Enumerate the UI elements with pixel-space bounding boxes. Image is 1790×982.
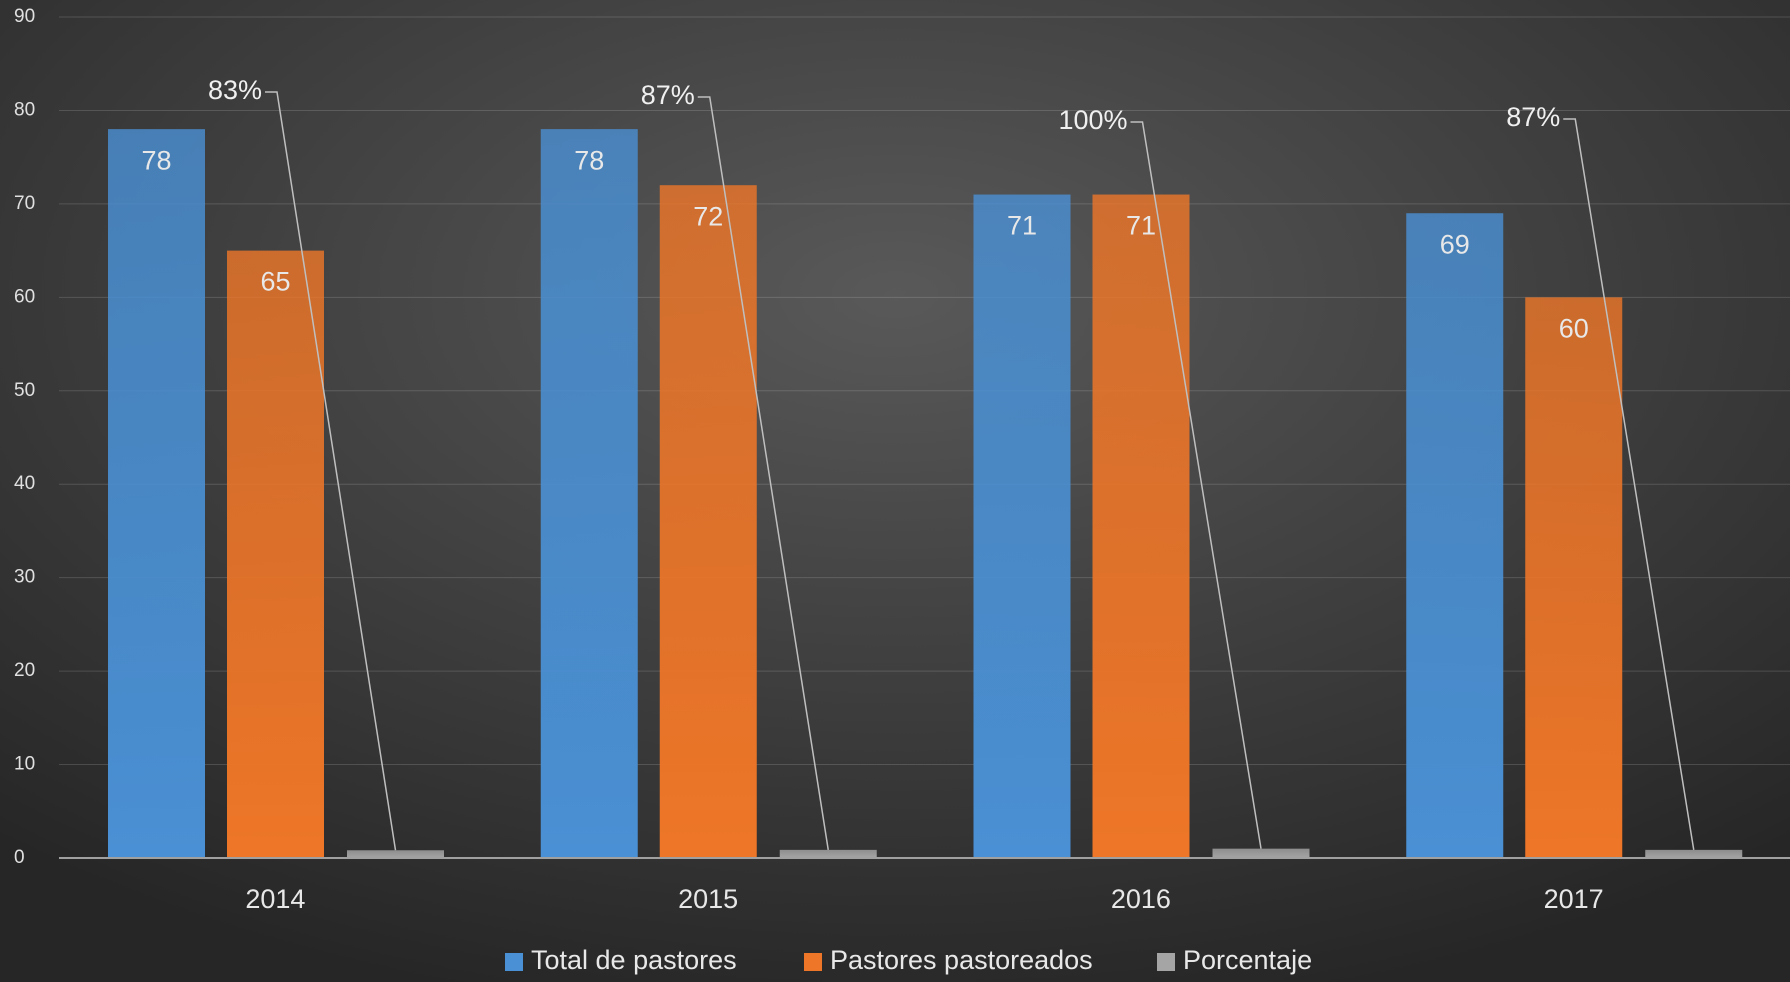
data-label: 100%	[1058, 105, 1127, 135]
bar	[1212, 848, 1310, 858]
leader-line	[1563, 118, 1695, 850]
x-tick-label: 2017	[1544, 884, 1604, 914]
data-label: 71	[1007, 211, 1037, 241]
data-label: 87%	[641, 80, 695, 110]
legend-swatch	[1157, 953, 1175, 971]
y-tick-label: 80	[14, 99, 35, 120]
x-tick-label: 2015	[678, 884, 738, 914]
legend-label: Porcentaje	[1183, 945, 1312, 975]
bar	[227, 250, 324, 859]
bar	[108, 129, 205, 859]
data-label: 71	[1126, 211, 1156, 241]
y-tick-label: 20	[14, 660, 35, 681]
legend-swatch	[505, 953, 523, 971]
bar	[1525, 297, 1623, 858]
y-tick-label: 0	[14, 847, 25, 868]
legend-label: Total de pastores	[531, 945, 737, 975]
data-label: 83%	[208, 75, 262, 105]
y-tick-label: 30	[14, 567, 35, 588]
leader-line	[1130, 121, 1262, 849]
y-tick-label: 40	[14, 473, 35, 494]
data-label: 78	[574, 145, 604, 175]
y-tick-label: 50	[14, 380, 35, 401]
y-tick-label: 70	[14, 193, 35, 214]
x-tick-label: 2014	[245, 884, 305, 914]
bar	[1406, 213, 1504, 858]
bar	[1092, 194, 1190, 859]
legend-swatch	[804, 953, 822, 971]
data-label: 65	[260, 267, 290, 297]
y-tick-label: 60	[14, 286, 35, 307]
data-label: 87%	[1506, 102, 1560, 132]
data-label: 78	[141, 145, 171, 175]
x-tick-label: 2016	[1111, 884, 1171, 914]
bar	[973, 194, 1071, 859]
legend-label: Pastores pastoreados	[830, 945, 1093, 975]
data-label: 72	[693, 201, 723, 231]
leader-line	[265, 91, 397, 851]
bar	[540, 129, 638, 859]
bar	[779, 849, 877, 858]
data-label: 60	[1559, 313, 1589, 343]
bar	[1645, 849, 1743, 858]
bar	[347, 850, 444, 858]
data-label: 69	[1440, 229, 1470, 259]
y-tick-label: 10	[14, 754, 35, 775]
leader-line	[697, 96, 829, 850]
bar	[659, 185, 757, 858]
y-tick-label: 90	[14, 6, 35, 27]
